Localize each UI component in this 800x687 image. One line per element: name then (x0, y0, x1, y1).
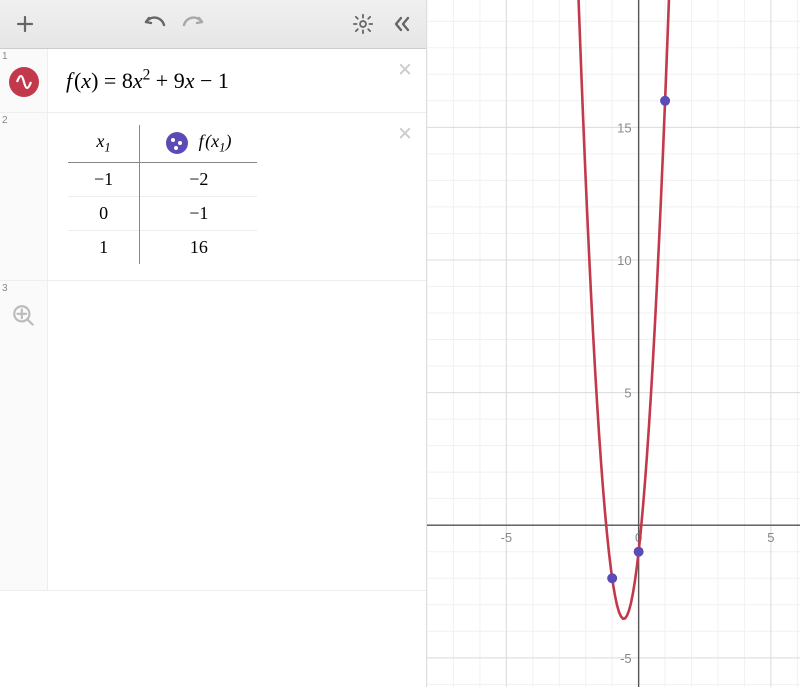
value-table[interactable]: x1 f (x1) −1−20−1116 (68, 125, 257, 264)
graph-pane[interactable]: -505-551015 (427, 0, 800, 687)
table-cell-fx[interactable]: −1 (140, 196, 258, 230)
row-index: 2 (2, 115, 8, 126)
point-style-icon[interactable] (166, 132, 188, 154)
expression-list: 1 × f (x) = 8x2 + 9x − 1 (0, 49, 426, 687)
undo-button[interactable] (136, 5, 174, 43)
svg-text:-5: -5 (620, 651, 632, 666)
settings-button[interactable] (344, 5, 382, 43)
expression-icon-cell[interactable] (0, 281, 48, 590)
table-cell-x[interactable]: 0 (68, 196, 140, 230)
add-button[interactable] (6, 5, 44, 43)
expression-content[interactable]: × x1 f (x1) −1−20−1116 (48, 113, 426, 280)
expression-content[interactable]: × f (x) = 8x2 + 9x − 1 (48, 49, 426, 112)
table-header-fx[interactable]: f (x1) (140, 125, 258, 162)
expression-row[interactable]: 1 × f (x) = 8x2 + 9x − 1 (0, 49, 426, 113)
table-cell-x[interactable]: −1 (68, 162, 140, 196)
table-cell-fx[interactable]: 16 (140, 230, 258, 264)
svg-text:15: 15 (617, 120, 631, 135)
collapse-button[interactable] (382, 5, 420, 43)
table-row[interactable]: −1−2 (68, 162, 257, 196)
zoom-icon[interactable] (11, 303, 37, 329)
expression-row[interactable]: 2 × x1 f (x1) (0, 113, 426, 281)
table-row[interactable]: 116 (68, 230, 257, 264)
svg-text:5: 5 (624, 386, 631, 401)
table-header-x[interactable]: x1 (68, 125, 140, 162)
close-icon[interactable]: × (392, 57, 418, 83)
table-cell-x[interactable]: 1 (68, 230, 140, 264)
expression-content[interactable] (48, 281, 426, 590)
svg-text:10: 10 (617, 253, 631, 268)
toolbar (0, 0, 426, 49)
wave-icon (9, 67, 39, 97)
row-index: 1 (2, 51, 8, 62)
table-cell-fx[interactable]: −2 (140, 162, 258, 196)
equation-text: f (x) = 8x2 + 9x − 1 (66, 68, 229, 93)
row-index: 3 (2, 283, 8, 294)
expression-icon-cell[interactable] (0, 113, 48, 280)
svg-text:-5: -5 (501, 530, 513, 545)
table-row[interactable]: 0−1 (68, 196, 257, 230)
redo-button[interactable] (174, 5, 212, 43)
expression-row[interactable]: 3 (0, 281, 426, 591)
svg-text:5: 5 (767, 530, 774, 545)
close-icon[interactable]: × (392, 121, 418, 147)
